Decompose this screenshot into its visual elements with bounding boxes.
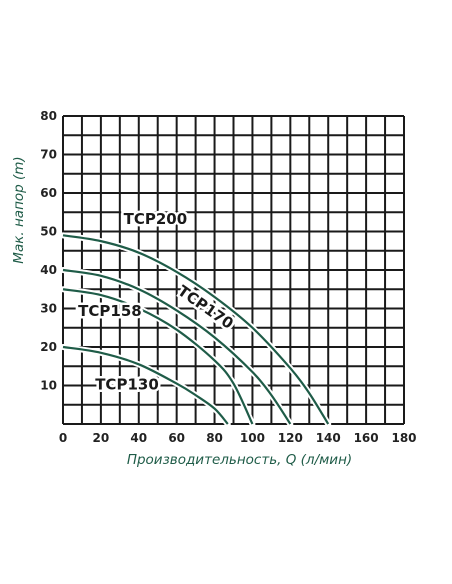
x-tick-label: 20: [93, 431, 110, 445]
x-tick-label: 0: [59, 431, 67, 445]
x-axis-title: Производительность, Q (л/мин): [127, 452, 352, 468]
x-tick-label: 140: [316, 431, 341, 445]
y-axis-title: Мак. напор (m): [11, 156, 27, 263]
y-tick-label: 50: [40, 225, 57, 239]
x-tick-label: 160: [354, 431, 379, 445]
series-line-tcp200: [62, 234, 330, 425]
x-tick-label: 180: [391, 431, 416, 445]
y-tick-label: 70: [40, 148, 57, 162]
x-tick-label: 120: [278, 431, 303, 445]
series-label-tcp158: TCP158: [78, 302, 142, 320]
y-tick-label: 40: [40, 263, 57, 277]
series-label-tcp130: TCP130: [95, 375, 159, 393]
pump-curves: [60, 232, 332, 427]
x-tick-label: 40: [130, 431, 147, 445]
series-line-tcp170: [62, 268, 292, 425]
x-tick-label: 100: [240, 431, 265, 445]
axis-ticks: 0 20 40 60 80 100 120 140 160 180 10 20 30 40 50 60 70 80: [40, 109, 416, 445]
series-line-tcp130: [62, 345, 229, 425]
y-tick-label: 80: [40, 109, 57, 123]
series-line-tcp158: [62, 288, 254, 425]
y-tick-label: 10: [40, 379, 57, 393]
x-tick-label: 60: [168, 431, 185, 445]
x-tick-label: 80: [206, 431, 223, 445]
y-tick-label: 60: [40, 186, 57, 200]
y-tick-label: 20: [40, 340, 57, 354]
series-label-tcp200: TCP200: [124, 210, 188, 228]
y-tick-label: 30: [40, 302, 57, 316]
chart-grid: [62, 115, 405, 425]
